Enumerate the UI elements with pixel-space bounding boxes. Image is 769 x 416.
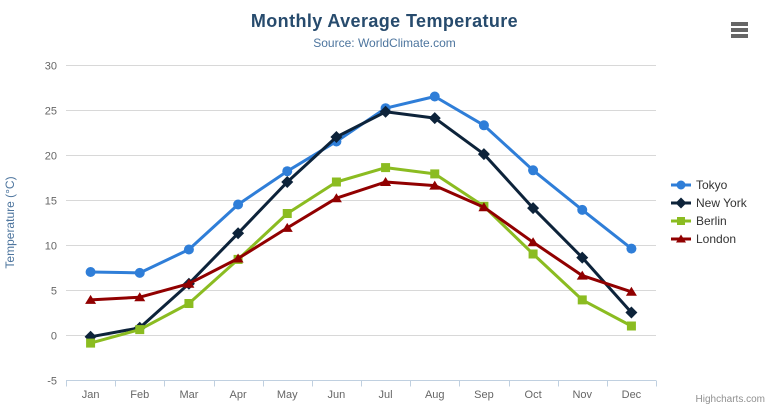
- series-line: [89, 180, 633, 302]
- y-axis-label: 25: [45, 106, 57, 118]
- data-point[interactable]: [183, 244, 194, 255]
- series-line: [89, 166, 633, 345]
- data-point[interactable]: [134, 292, 146, 302]
- data-point[interactable]: [528, 249, 538, 259]
- data-point[interactable]: [477, 148, 490, 161]
- y-axis-label: 0: [51, 331, 57, 343]
- x-axis-label: Jun: [328, 389, 346, 401]
- data-point[interactable]: [478, 202, 490, 212]
- data-point[interactable]: [625, 286, 637, 296]
- legend-marker-diamond-icon: [671, 197, 691, 209]
- data-point[interactable]: [625, 306, 638, 319]
- hamburger-icon: [731, 28, 748, 32]
- data-point[interactable]: [233, 199, 244, 210]
- data-point[interactable]: [183, 278, 195, 288]
- x-axis-label: Mar: [179, 389, 198, 401]
- data-point[interactable]: [428, 112, 441, 125]
- legend-label: New York: [696, 196, 747, 210]
- x-axis-label: Nov: [572, 389, 592, 401]
- data-point[interactable]: [675, 197, 687, 209]
- legend-marker-circle-icon: [671, 180, 691, 190]
- y-axis-label: -5: [47, 376, 57, 388]
- series-tokyo[interactable]: [85, 91, 637, 278]
- x-axis-label: Feb: [130, 389, 149, 401]
- legend-item-berlin[interactable]: Berlin: [671, 212, 747, 230]
- legend: Tokyo New York Berlin London: [671, 176, 747, 248]
- hamburger-icon: [731, 22, 748, 26]
- x-axis-label: Apr: [230, 389, 247, 401]
- chart-title: Monthly Average Temperature: [250, 11, 519, 31]
- y-axis-label: 20: [45, 151, 57, 163]
- data-point[interactable]: [430, 169, 440, 179]
- data-point[interactable]: [135, 325, 145, 335]
- context-menu-button[interactable]: [731, 22, 748, 38]
- x-axis-label: Sep: [474, 389, 494, 401]
- data-point[interactable]: [282, 166, 293, 177]
- data-point[interactable]: [429, 180, 441, 190]
- legend-item-london[interactable]: London: [671, 230, 747, 248]
- data-point[interactable]: [85, 294, 97, 304]
- data-point[interactable]: [478, 120, 489, 131]
- x-axis-label: Aug: [425, 389, 445, 401]
- data-point[interactable]: [282, 209, 292, 218]
- credits-link[interactable]: Highcharts.com: [695, 394, 765, 405]
- y-axis-label: 30: [45, 61, 57, 73]
- data-point[interactable]: [379, 105, 392, 118]
- x-axis-label: May: [277, 389, 298, 401]
- legend-item-tokyo[interactable]: Tokyo: [671, 176, 747, 194]
- data-point[interactable]: [330, 193, 342, 203]
- data-point[interactable]: [331, 177, 341, 187]
- data-point[interactable]: [86, 338, 96, 348]
- series-new-york[interactable]: [84, 105, 638, 343]
- legend-marker-square-icon: [671, 217, 691, 225]
- data-point[interactable]: [232, 253, 244, 263]
- x-axis-label: Jan: [82, 389, 100, 401]
- data-point[interactable]: [134, 267, 145, 278]
- data-point[interactable]: [85, 267, 96, 277]
- legend-marker-triangle-icon: [671, 234, 691, 243]
- data-point[interactable]: [527, 237, 539, 247]
- legend-label: Berlin: [696, 214, 727, 228]
- data-point[interactable]: [184, 299, 194, 308]
- hamburger-icon: [731, 34, 748, 38]
- data-point[interactable]: [429, 91, 440, 102]
- data-point[interactable]: [677, 217, 685, 225]
- x-axis-label: Jul: [379, 389, 393, 401]
- data-point[interactable]: [527, 202, 540, 215]
- data-point[interactable]: [626, 243, 637, 254]
- data-point[interactable]: [330, 131, 343, 143]
- data-point[interactable]: [380, 177, 392, 186]
- data-point[interactable]: [576, 270, 588, 280]
- x-axis-label: Dec: [622, 389, 642, 401]
- data-point[interactable]: [676, 180, 686, 190]
- legend-item-new-york[interactable]: New York: [671, 194, 747, 212]
- data-point[interactable]: [528, 165, 539, 176]
- chart-subtitle: Source: WorldClimate.com: [313, 36, 456, 50]
- y-axis-title: Temperature (°C): [3, 176, 17, 268]
- y-axis-label: 15: [45, 196, 57, 208]
- y-axis-label: 5: [51, 286, 57, 298]
- data-point[interactable]: [577, 204, 588, 215]
- x-axis-label: Oct: [525, 389, 542, 401]
- legend-label: London: [696, 232, 737, 246]
- data-point[interactable]: [676, 234, 686, 243]
- data-point[interactable]: [232, 227, 245, 240]
- data-point[interactable]: [281, 222, 293, 232]
- data-point[interactable]: [577, 295, 587, 305]
- series-line: [89, 110, 633, 339]
- data-point[interactable]: [576, 251, 589, 264]
- data-point[interactable]: [626, 321, 636, 331]
- y-axis-label: 10: [45, 241, 57, 253]
- data-point[interactable]: [281, 176, 294, 188]
- series-london[interactable]: [85, 177, 637, 304]
- data-point[interactable]: [381, 163, 391, 173]
- legend-label: Tokyo: [696, 178, 728, 192]
